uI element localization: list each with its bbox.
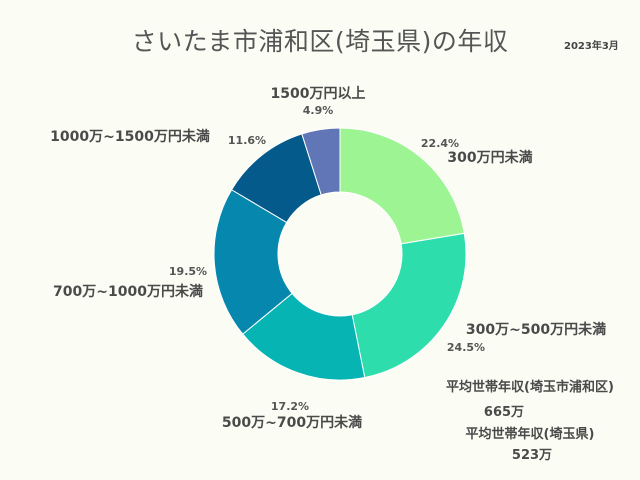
category-label-4: 700万~1000万円未満	[53, 283, 203, 300]
category-label-1: 300万円未満	[447, 149, 532, 166]
category-label-5: 1000万~1500万円未満	[50, 128, 210, 145]
value-label-2: 24.5%	[447, 341, 485, 354]
slice-1	[339, 127, 465, 245]
slice-2	[351, 232, 467, 379]
avg-pref-value: 523万	[511, 448, 553, 463]
value-label-1: 22.4%	[421, 137, 459, 150]
slice-6	[301, 127, 341, 196]
value-label-4: 19.5%	[169, 265, 207, 278]
avg-pref-label: 平均世帯年収(埼玉県)	[465, 427, 595, 442]
avg-ward-value: 665万	[483, 405, 525, 420]
value-label-3: 17.2%	[271, 400, 309, 413]
slice-4	[213, 189, 293, 335]
value-label-6: 4.9%	[303, 104, 334, 117]
category-label-6: 1500万円以上	[271, 86, 366, 102]
value-label-5: 11.6%	[228, 134, 266, 147]
avg-ward-label: 平均世帯年収(埼玉市浦和区)	[446, 380, 614, 395]
chart-title: さいたま市浦和区(埼玉県)の年収	[131, 27, 509, 56]
category-label-2: 300万~500万円未満	[466, 321, 606, 338]
category-label-3: 500万~700万円未満	[222, 414, 362, 431]
chart-date: 2023年3月	[564, 41, 619, 52]
